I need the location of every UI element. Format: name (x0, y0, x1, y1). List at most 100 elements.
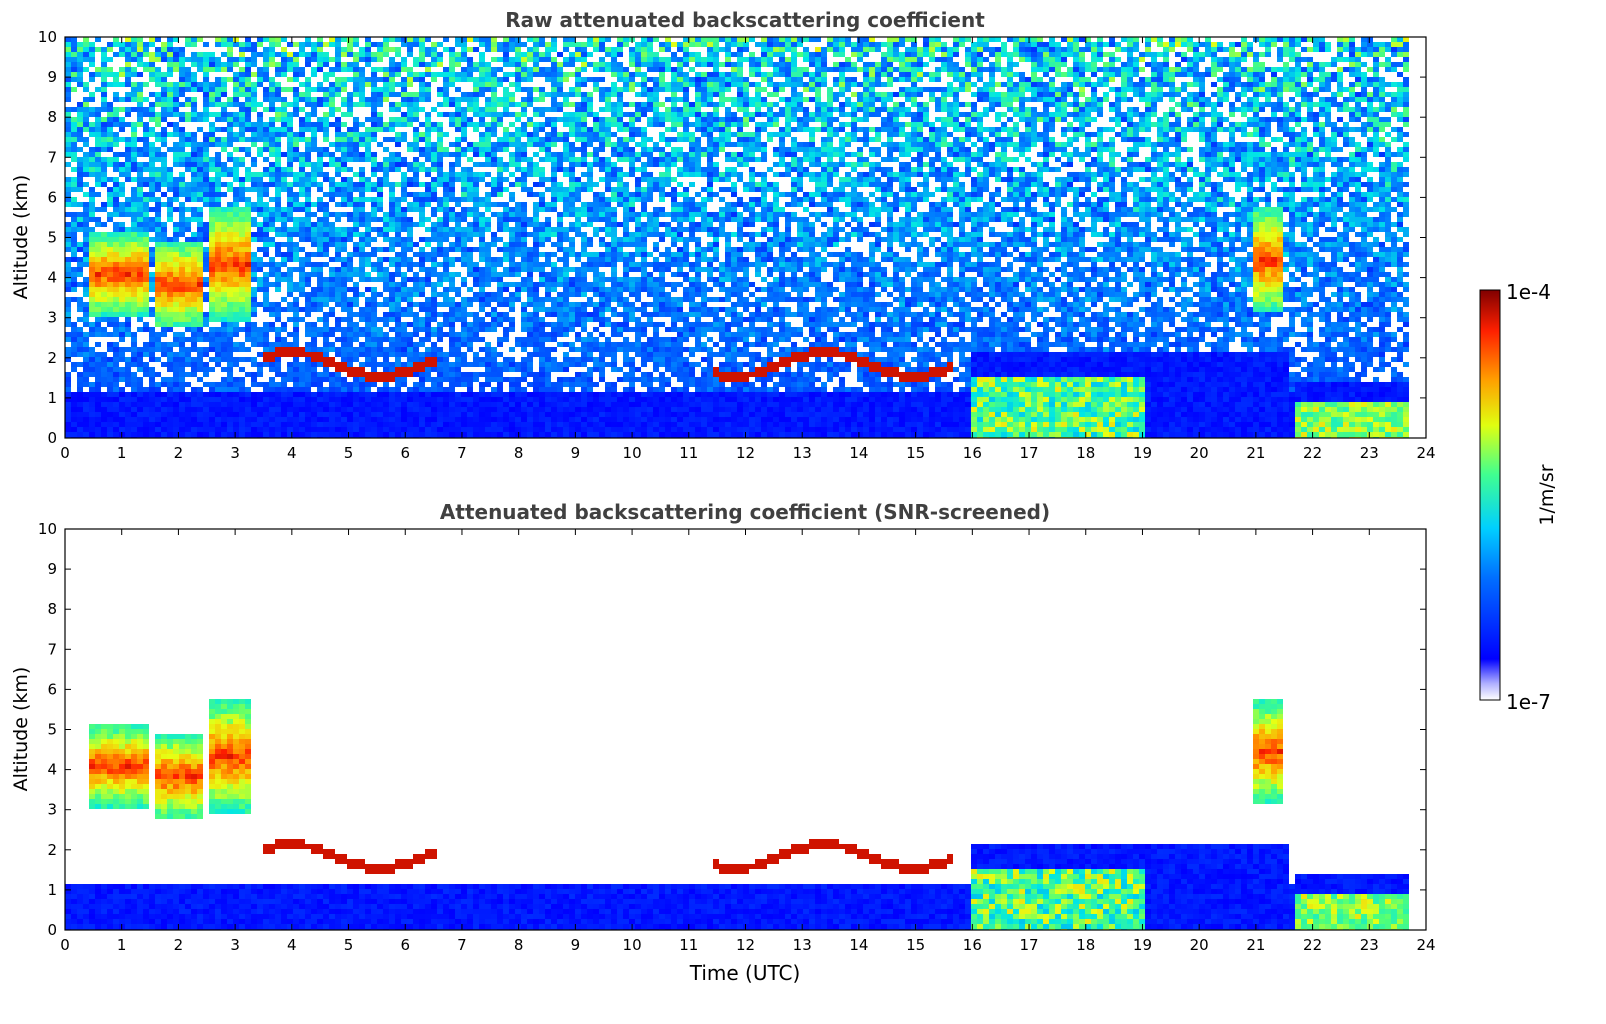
heatmap-cell (305, 137, 311, 142)
heatmap-cell (371, 277, 377, 282)
heatmap-cell (149, 92, 155, 97)
heatmap-cell (209, 337, 215, 342)
heatmap-cell (431, 122, 437, 127)
heatmap-cell (131, 247, 137, 252)
heatmap-cell (227, 312, 233, 317)
heatmap-cell (155, 167, 161, 172)
heatmap-cell (359, 202, 365, 207)
heatmap-cell (179, 142, 185, 147)
heatmap-cell (221, 387, 227, 392)
heatmap-cell (197, 112, 203, 117)
heatmap-cell (89, 152, 95, 157)
heatmap-cell (527, 52, 533, 57)
heatmap-cell (197, 237, 203, 242)
heatmap-cell (191, 407, 197, 412)
heatmap-cell (269, 387, 275, 392)
heatmap-cell (419, 377, 425, 382)
heatmap-cell (161, 102, 167, 107)
heatmap-cell (467, 252, 473, 257)
heatmap-cell (125, 37, 131, 42)
heatmap-cell (371, 402, 377, 407)
heatmap-cell (245, 407, 251, 412)
heatmap-cell (389, 62, 395, 67)
heatmap-cell (443, 47, 449, 52)
heatmap-cell (167, 262, 173, 267)
heatmap-cell (137, 327, 143, 332)
heatmap-cell (443, 362, 449, 367)
heatmap-cell (275, 172, 281, 177)
heatmap-cell (203, 197, 209, 202)
heatmap-cell (389, 367, 395, 372)
heatmap-cell (185, 312, 191, 317)
heatmap-cell (329, 107, 335, 112)
heatmap-cell (179, 82, 185, 87)
heatmap-cell (71, 277, 77, 282)
heatmap-cell (191, 62, 197, 67)
heatmap-cell (215, 427, 221, 432)
heatmap-cell (101, 357, 107, 362)
heatmap-cell (401, 327, 407, 332)
heatmap-cell (479, 322, 485, 327)
heatmap-cell (89, 357, 95, 362)
heatmap-cell (335, 37, 341, 42)
heatmap-cell (257, 432, 263, 437)
heatmap-cell (245, 92, 251, 97)
heatmap-cell (527, 222, 533, 227)
heatmap-cell (95, 192, 101, 197)
heatmap-cell (341, 82, 347, 87)
heatmap-cell (119, 122, 125, 127)
heatmap-cell (353, 327, 359, 332)
heatmap-cell (371, 417, 377, 422)
heatmap-cell (383, 47, 389, 52)
heatmap-cell (425, 127, 431, 132)
heatmap-cell (179, 72, 185, 77)
heatmap-cell (197, 257, 203, 262)
heatmap-cell (389, 247, 395, 252)
heatmap-cell (353, 202, 359, 207)
heatmap-cell (155, 197, 161, 202)
heatmap-cell (65, 72, 71, 77)
heatmap-cell (371, 362, 377, 367)
heatmap-cell (299, 207, 305, 212)
heatmap-cell (185, 272, 191, 277)
heatmap-cell (143, 292, 149, 297)
heatmap-cell (305, 387, 311, 392)
heatmap-cell (65, 417, 71, 422)
heatmap-cell (245, 312, 251, 317)
heatmap-cell (365, 182, 371, 187)
heatmap-cell (335, 407, 341, 412)
heatmap-cell (353, 402, 359, 407)
heatmap-cell (179, 92, 185, 97)
heatmap-cell (431, 377, 437, 382)
heatmap-cell (515, 217, 521, 222)
heatmap-cell (275, 242, 281, 247)
heatmap-cell (131, 52, 137, 57)
heatmap-cell (437, 102, 443, 107)
heatmap-cell (389, 377, 395, 382)
heatmap-cell (119, 282, 125, 287)
heatmap-cell (377, 182, 383, 187)
heatmap-cell (125, 412, 131, 417)
heatmap-cell (71, 332, 77, 337)
heatmap-cell (245, 102, 251, 107)
heatmap-cell (521, 307, 527, 312)
heatmap-cell (305, 407, 311, 412)
heatmap-cell (299, 42, 305, 47)
heatmap-cell (503, 162, 509, 167)
heatmap-cell (179, 287, 185, 292)
heatmap-cell (527, 102, 533, 107)
heatmap-cell (509, 152, 515, 157)
heatmap-cell (479, 247, 485, 252)
heatmap-cell (263, 132, 269, 137)
heatmap-cell (503, 337, 509, 342)
heatmap-cell (191, 362, 197, 367)
heatmap-cell (185, 162, 191, 167)
heatmap-cell (227, 262, 233, 267)
heatmap-cell (359, 432, 365, 437)
heatmap-cell (113, 402, 119, 407)
heatmap-cell (293, 432, 299, 437)
heatmap-cell (233, 312, 239, 317)
heatmap-cell (173, 162, 179, 167)
heatmap-cell (161, 242, 167, 247)
heatmap-cell (239, 252, 245, 257)
